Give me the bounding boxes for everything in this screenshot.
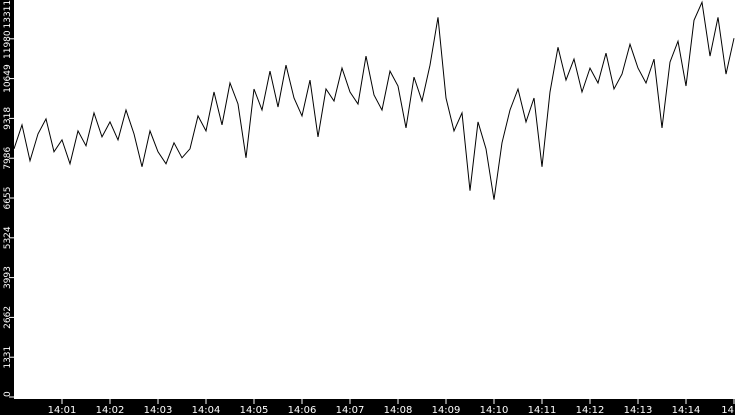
y-tick-label: 5324 [3, 226, 13, 249]
x-tick-label: 14:07 [336, 405, 365, 415]
y-tick-label: 1331 [3, 346, 13, 369]
x-tick-label: 14:08 [384, 405, 413, 415]
y-tick-label: 6655 [3, 187, 13, 210]
x-tick-label: 14:14 [672, 405, 701, 415]
y-tick-label: 9318 [3, 107, 13, 130]
x-tick-label: 14:02 [96, 405, 125, 415]
x-tick-label: 14:04 [192, 405, 221, 415]
series-line [13, 0, 735, 200]
x-tick-label: 14 [721, 405, 734, 415]
y-tick-label: 3993 [3, 266, 13, 289]
y-tick-label: 0 [3, 391, 13, 397]
x-tick-label: 14:10 [480, 405, 509, 415]
y-tick-label: 7986 [3, 146, 13, 169]
x-tick-label: 14:01 [48, 405, 77, 415]
plot-area [14, 0, 735, 399]
y-tick-label: 2662 [3, 306, 13, 329]
x-tick-label: 14:06 [288, 405, 317, 415]
x-tick-label: 14:09 [432, 405, 461, 415]
y-tick-label: 11980 [3, 30, 13, 59]
x-tick-label: 14:11 [528, 405, 557, 415]
x-tick-label: 14:12 [576, 405, 605, 415]
y-tick-label: 10649 [3, 64, 13, 93]
x-tick-label: 14:03 [144, 405, 173, 415]
x-tick-label: 14:13 [624, 405, 653, 415]
x-tick-label: 14:05 [240, 405, 269, 415]
y-tick-label: 13311 [3, 0, 13, 29]
